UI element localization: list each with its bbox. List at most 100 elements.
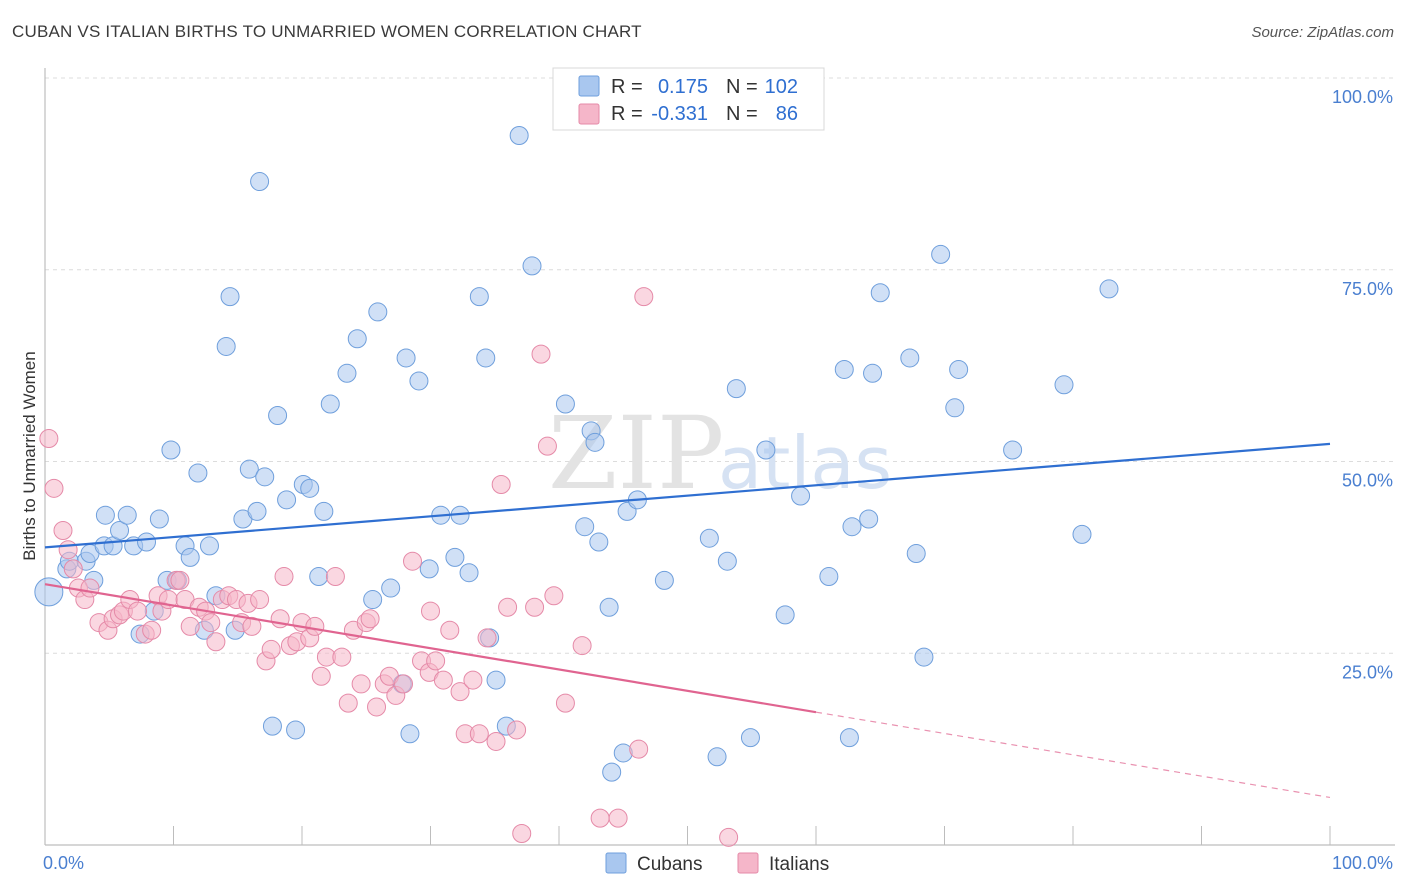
point-cubans-80 — [775, 605, 795, 625]
point-cubans-51 — [419, 559, 439, 579]
point-cubans-85 — [842, 517, 862, 537]
point-cubans-13 — [137, 532, 157, 552]
point-cubans-97 — [1072, 524, 1092, 544]
point-cubans-15 — [149, 509, 169, 529]
chart-source: Source: ZipAtlas.com — [1251, 24, 1394, 41]
legend: R = 0.175 N = 102 R = -0.331 N = 86 — [552, 67, 825, 131]
point-cubans-7 — [95, 505, 115, 525]
point-italians-44 — [311, 666, 331, 686]
point-cubans-41 — [320, 394, 340, 414]
point-cubans-94 — [949, 359, 969, 379]
point-italians-58 — [403, 551, 423, 571]
point-italians-4 — [63, 559, 83, 579]
point-cubans-56 — [469, 287, 489, 307]
bottom-legend-swatch-cubans — [605, 852, 627, 874]
point-italians-76 — [537, 436, 557, 456]
point-cubans-34 — [268, 405, 288, 425]
point-cubans-9 — [110, 521, 130, 541]
point-cubans-48 — [396, 348, 416, 368]
point-cubans-77 — [726, 379, 746, 399]
point-cubans-33 — [262, 716, 282, 736]
point-cubans-66 — [585, 432, 605, 452]
legend-n-label-cubans: N = — [726, 76, 758, 98]
point-italians-21 — [170, 570, 190, 590]
point-italians-26 — [201, 613, 221, 633]
bottom-legend-label-italians: Italians — [769, 854, 829, 875]
point-italians-71 — [498, 597, 518, 617]
trend-line-italians — [44, 583, 817, 714]
x-tick-label-max: 100.0% — [1332, 853, 1393, 873]
trend-line-cubans — [44, 442, 1331, 549]
point-italians-47 — [332, 647, 352, 667]
point-cubans-92 — [931, 244, 951, 264]
legend-n-value-cubans: 102 — [765, 76, 798, 98]
chart-title: CUBAN VS ITALIAN BIRTHS TO UNMARRIED WOM… — [12, 22, 642, 41]
point-cubans-31 — [250, 172, 270, 192]
bottom-legend-swatch-italians — [737, 852, 759, 874]
point-cubans-84 — [839, 728, 859, 748]
point-cubans-42 — [337, 363, 357, 383]
point-cubans-90 — [906, 544, 926, 564]
point-cubans-32 — [255, 467, 275, 487]
legend-swatch-cubans — [578, 75, 600, 97]
point-italians-0 — [39, 428, 59, 448]
point-italians-64 — [450, 682, 470, 702]
point-italians-1 — [44, 478, 64, 498]
point-italians-53 — [367, 697, 387, 717]
legend-r-value-cubans: 0.175 — [658, 76, 708, 98]
point-cubans-59 — [486, 670, 506, 690]
y-tick-label-25: 25.0% — [1342, 662, 1393, 682]
point-italians-23 — [180, 616, 200, 636]
point-italians-78 — [555, 693, 575, 713]
point-italians-62 — [433, 670, 453, 690]
point-italians-27 — [206, 632, 226, 652]
y-tick-label-100: 100.0% — [1332, 87, 1393, 107]
point-italians-7 — [80, 578, 100, 598]
point-cubans-64 — [575, 517, 595, 537]
point-italians-46 — [325, 567, 345, 587]
point-cubans-93 — [945, 398, 965, 418]
point-italians-63 — [440, 620, 460, 640]
point-cubans-89 — [900, 348, 920, 368]
point-italians-77 — [544, 586, 564, 606]
y-tick-label-50: 50.0% — [1342, 471, 1393, 491]
point-cubans-78 — [740, 728, 760, 748]
point-cubans-73 — [654, 570, 674, 590]
point-italians-83 — [634, 287, 654, 307]
point-cubans-29 — [239, 459, 259, 479]
point-cubans-39 — [309, 567, 329, 587]
point-cubans-68 — [599, 597, 619, 617]
point-cubans-44 — [363, 590, 383, 610]
point-italians-84 — [719, 827, 739, 847]
point-italians-68 — [477, 628, 497, 648]
point-cubans-69 — [602, 762, 622, 782]
point-italians-79 — [572, 636, 592, 656]
point-cubans-57 — [476, 348, 496, 368]
legend-n-value-italians: 86 — [776, 103, 798, 125]
point-cubans-53 — [445, 547, 465, 567]
point-italians-66 — [463, 670, 483, 690]
point-cubans-98 — [1099, 279, 1119, 299]
point-cubans-10 — [117, 505, 137, 525]
point-italians-69 — [486, 731, 506, 751]
point-cubans-25 — [216, 336, 236, 356]
point-italians-3 — [58, 540, 78, 560]
point-cubans-40 — [314, 501, 334, 521]
point-cubans-46 — [381, 578, 401, 598]
point-cubans-30 — [247, 501, 267, 521]
point-cubans-61 — [509, 126, 529, 146]
legend-r-label-italians: R = — [611, 103, 643, 125]
point-cubans-26 — [220, 287, 240, 307]
point-italians-57 — [394, 674, 414, 694]
point-italians-85 — [421, 601, 440, 621]
point-cubans-75 — [707, 747, 727, 767]
point-cubans-23 — [199, 536, 219, 556]
point-italians-52 — [360, 609, 380, 629]
point-cubans-45 — [368, 302, 388, 322]
point-cubans-76 — [717, 551, 737, 571]
bottom-legend: Cubans Italians — [605, 852, 829, 875]
point-italians-67 — [469, 724, 489, 744]
point-italians-38 — [274, 567, 294, 587]
trend-line-extension-italians — [815, 711, 1331, 799]
point-cubans-74 — [699, 528, 719, 548]
